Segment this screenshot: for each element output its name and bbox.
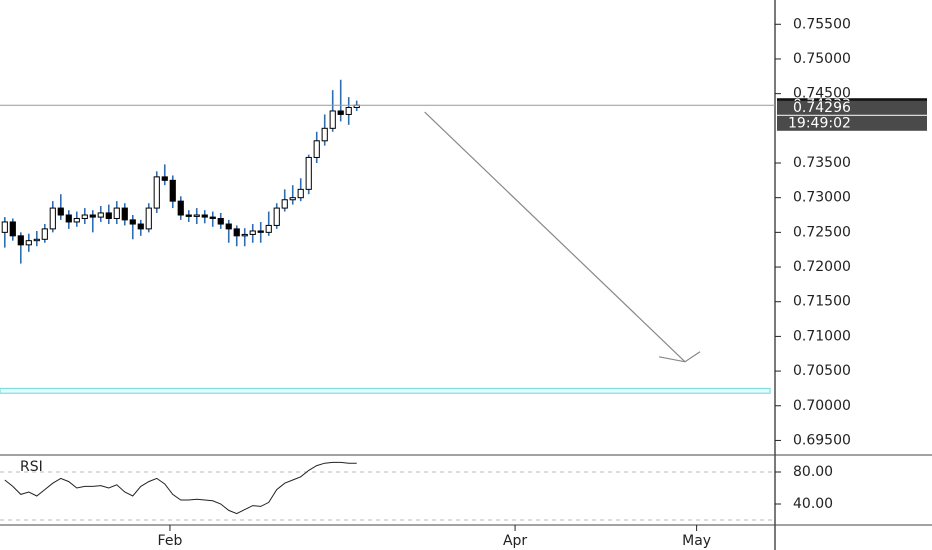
rsi-title: RSI (20, 459, 43, 475)
candle-body (89, 214, 96, 218)
candle-body (97, 212, 104, 218)
candle-body (249, 230, 256, 235)
candle-body (81, 214, 88, 219)
candle-body (33, 238, 40, 242)
y-tick-label: 0.71000 (793, 328, 851, 344)
candle-body (321, 127, 328, 142)
candle-body (73, 217, 80, 223)
y-tick-label: 0.71500 (793, 294, 851, 310)
candle-body (65, 214, 72, 223)
y-tick-label: 0.73000 (793, 190, 851, 206)
y-tick-label: 0.69500 (793, 432, 851, 448)
candle-body (297, 188, 304, 199)
y-tick-label: 80.00 (793, 464, 833, 480)
candle-body (289, 197, 296, 201)
candle-body (217, 217, 224, 225)
second-price-label: 0.74296 (793, 100, 851, 116)
support-zone (0, 387, 771, 394)
candle-body (129, 219, 136, 225)
candle-body (225, 223, 232, 230)
rsi-line (4, 461, 357, 515)
candle-body (49, 207, 56, 230)
y-tick-label: 0.74500 (793, 86, 851, 102)
y-tick-label: 0.75500 (793, 16, 851, 32)
candle-body (241, 233, 248, 237)
candle-body (169, 179, 176, 202)
y-tick-label: 0.73500 (793, 155, 851, 171)
y-tick-label: 0.70500 (793, 363, 851, 379)
candle-body (257, 230, 264, 233)
candle-body (121, 207, 128, 221)
candle-body (329, 110, 336, 129)
candle-body (281, 199, 288, 209)
candle-body (273, 207, 280, 226)
candle-body (337, 110, 344, 115)
x-tick-label: Apr (503, 533, 527, 549)
candle-body (113, 207, 120, 219)
y-tick-label: 0.72000 (793, 259, 851, 275)
arrow-line (424, 111, 686, 363)
candle-body (145, 207, 152, 230)
candle-body (9, 221, 16, 237)
arrow-head (658, 351, 701, 363)
countdown-box (777, 115, 927, 131)
x-tick-label: Feb (158, 533, 183, 549)
countdown-label: 19:49:02 (788, 115, 851, 131)
candle-body (185, 214, 192, 217)
candle-body (345, 107, 352, 115)
candle-body (201, 214, 208, 218)
candle-body (25, 240, 32, 246)
candle-body (1, 221, 8, 233)
y-tick-label: 0.75000 (793, 51, 851, 67)
candle-body (177, 200, 184, 216)
x-tick-label: May (682, 533, 711, 549)
candle-body (313, 140, 320, 158)
candle-body (265, 224, 272, 233)
candle-body (137, 223, 144, 230)
y-tick-label: 0.70000 (793, 398, 851, 414)
second-price-box (777, 100, 927, 115)
candle-body (105, 212, 112, 219)
candle-body (233, 228, 240, 237)
candle-body (57, 207, 64, 216)
candle-body (193, 214, 200, 217)
candle-body (305, 156, 312, 190)
candle-body (209, 216, 216, 219)
candle-body (41, 228, 48, 240)
candle-body (161, 176, 168, 181)
y-tick-label: 40.00 (793, 496, 833, 512)
candle-body (153, 176, 160, 209)
y-tick-label: 0.72500 (793, 224, 851, 240)
candle-body (17, 235, 24, 246)
